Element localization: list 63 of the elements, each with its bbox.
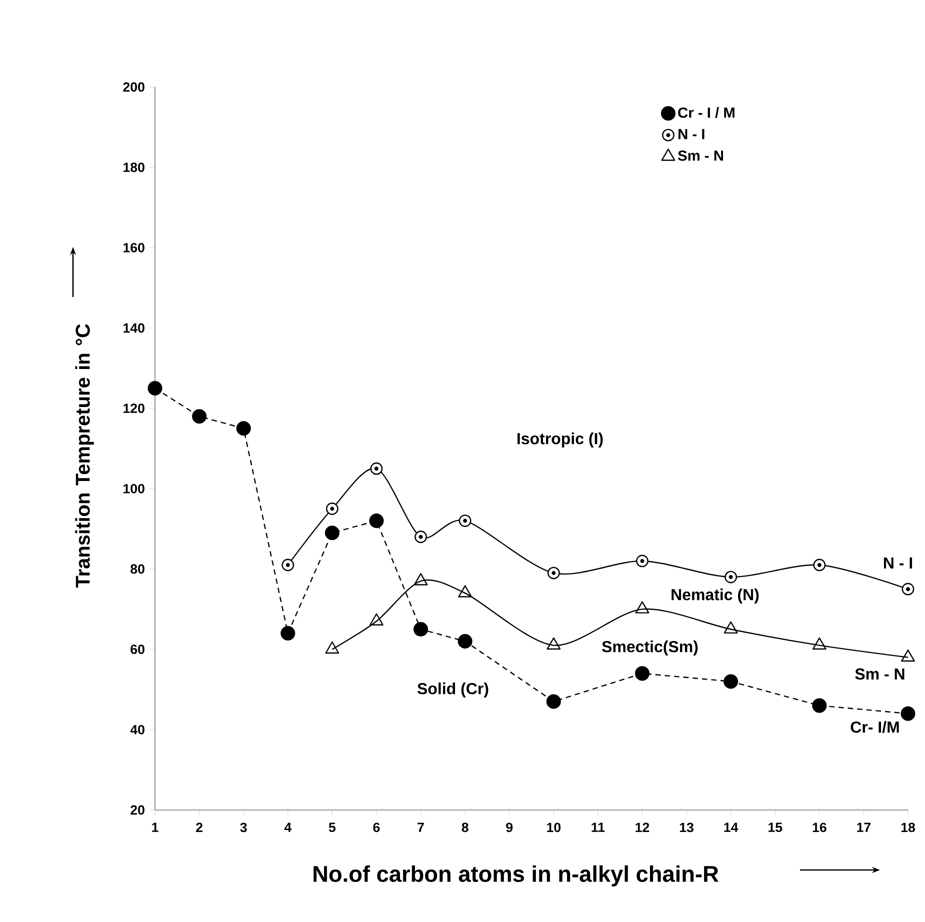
point (636, 554, 648, 568)
legend-label: Sm - N (678, 150, 724, 161)
point (547, 566, 560, 580)
y-tick-label: 20 (130, 805, 144, 815)
x-tick-label: 18 (901, 822, 916, 832)
annotation: Isotropic (I) (518, 432, 603, 448)
point (813, 558, 826, 572)
point (326, 502, 338, 515)
y-tick-label: 160 (124, 242, 144, 252)
legend-label: N - I (678, 129, 704, 140)
point (458, 634, 472, 649)
point (724, 674, 738, 689)
y-tick-label: 100 (124, 484, 144, 494)
annotation: Nematic (N) (672, 588, 759, 604)
point (414, 530, 427, 544)
x-tick-label: 17 (857, 822, 871, 832)
point (724, 570, 738, 584)
y-tick-label: 120 (124, 404, 144, 414)
point (236, 421, 251, 436)
x-tick-label: 9 (506, 822, 513, 832)
x-tick-label: 1 (152, 822, 158, 832)
x-tick-label: 12 (636, 822, 650, 832)
point (458, 514, 472, 527)
point (282, 558, 294, 572)
x-tick-label: 5 (328, 822, 336, 832)
y-axis-title: Transition Tempreture in °C (75, 324, 94, 588)
point (546, 694, 561, 709)
x-tick-label: 6 (373, 822, 380, 832)
x-tick-label: 11 (592, 822, 605, 832)
point (414, 622, 428, 637)
point (812, 698, 827, 713)
point (370, 462, 383, 475)
point (280, 626, 296, 641)
point (148, 380, 162, 396)
x-tick-label: 3 (240, 822, 247, 832)
legend-label: Cr - I / M (678, 107, 734, 118)
y-tick-label: 180 (124, 162, 144, 172)
x-tick-label: 14 (724, 822, 738, 832)
x-tick-label: 8 (462, 822, 468, 832)
x-tick-label: 10 (547, 822, 561, 832)
point (634, 666, 650, 681)
y-tick-label: 40 (130, 724, 144, 734)
annotation: Smectic(Sm) (602, 640, 698, 656)
annotation: N - I (884, 558, 912, 568)
x-tick-label: 2 (196, 822, 202, 832)
x-tick-label: 13 (680, 822, 694, 832)
x-tick-label: 4 (284, 822, 292, 832)
y-tick-label: 200 (123, 82, 144, 92)
y-tick-label: 140 (124, 323, 144, 333)
point (192, 409, 207, 424)
y-tick-label: 60 (130, 644, 144, 654)
point (324, 526, 340, 540)
x-tick-label: 16 (812, 822, 826, 832)
x-tick-label: 15 (768, 822, 782, 832)
annotation: Solid (Cr) (417, 682, 488, 698)
y-tick-label: 80 (130, 564, 144, 574)
annotation: Cr- I/M (850, 721, 899, 733)
point (900, 706, 916, 721)
annotation: Sm - N (855, 668, 904, 680)
point (902, 582, 914, 596)
point (369, 514, 384, 528)
x-tick-label: 7 (418, 822, 424, 832)
x-axis-title: No.of carbon atoms in n-alkyl chain-R (314, 865, 718, 886)
